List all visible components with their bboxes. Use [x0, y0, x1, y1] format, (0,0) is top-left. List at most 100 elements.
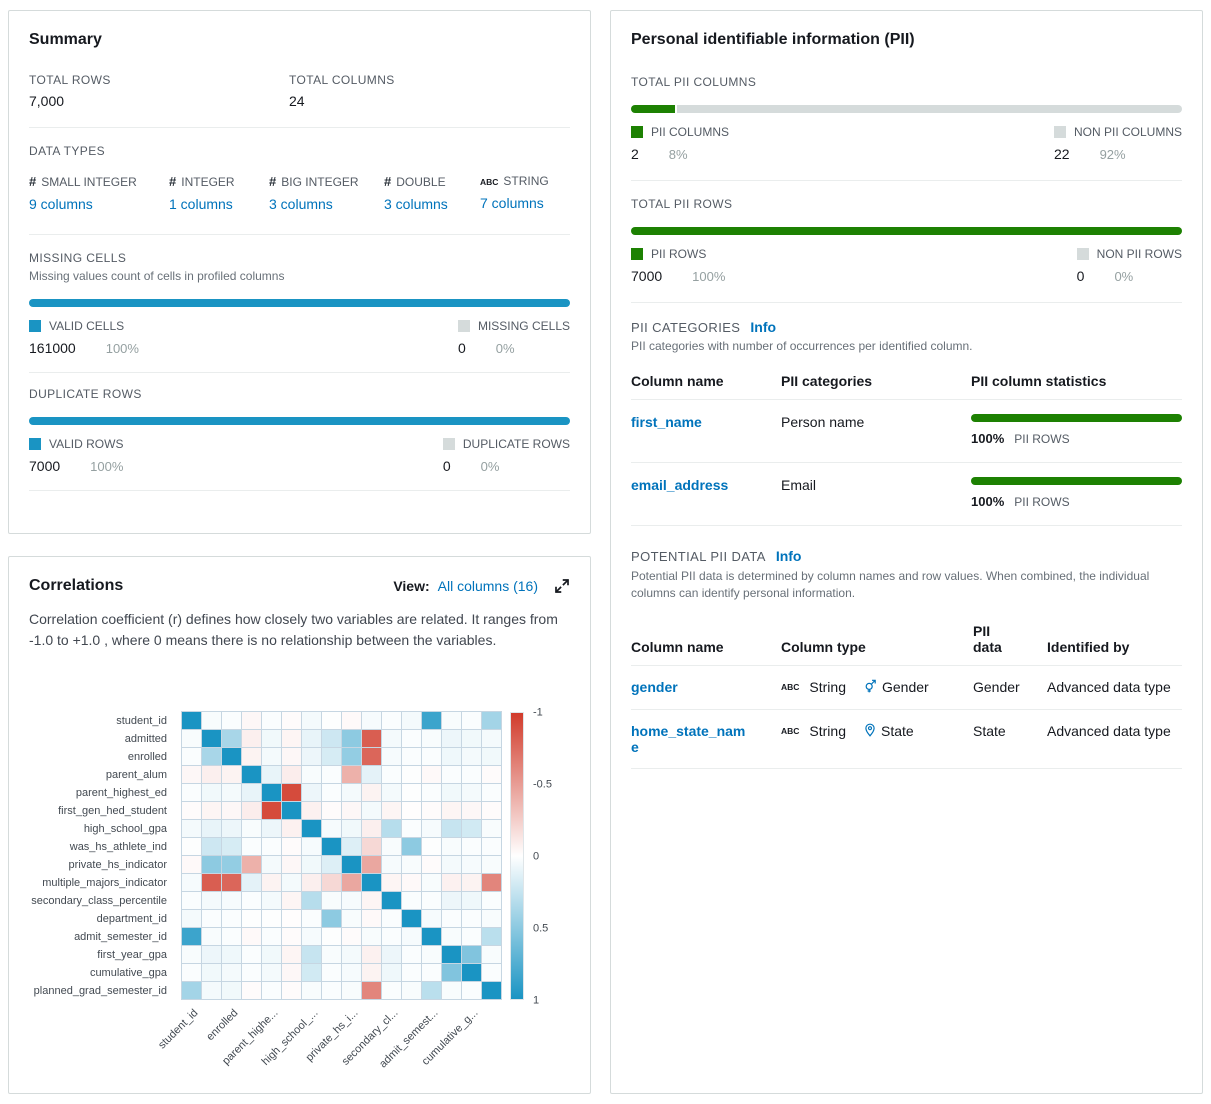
heatmap-cell [482, 802, 501, 819]
data-type-columns-link[interactable]: 3 columns [269, 196, 333, 212]
heatmap-cell [222, 802, 241, 819]
missing-cells-legend-label: MISSING CELLS [477, 319, 570, 333]
divider [631, 180, 1182, 181]
heatmap-cell [422, 802, 441, 819]
heatmap-cell [402, 982, 421, 999]
data-type-columns-link[interactable]: 3 columns [384, 196, 448, 212]
duplicate-rows-label: DUPLICATE ROWS [29, 387, 142, 401]
heatmap-cell [282, 838, 301, 855]
heatmap-cell [282, 982, 301, 999]
heatmap-cell [362, 982, 381, 999]
data-type-columns-link[interactable]: 7 columns [480, 195, 544, 211]
all-columns-link[interactable]: All columns (16) [437, 578, 538, 594]
non-pii-columns-swatch-icon [1053, 126, 1066, 138]
heatmap-cell [222, 838, 241, 855]
total-rows-label: TOTAL ROWS [29, 73, 111, 87]
bar-segment-filled [29, 417, 570, 425]
data-type-columns-link[interactable]: 9 columns [29, 196, 93, 212]
data-type-name: STRING [503, 174, 549, 188]
heatmap-cell [322, 892, 341, 909]
heatmap-cell [442, 982, 461, 999]
heatmap-cell [342, 730, 361, 747]
heatmap-cell [282, 892, 301, 909]
data-type-double: # DOUBLE 3 columns [384, 174, 480, 212]
column-name-link[interactable]: gender [631, 678, 678, 695]
heatmap-cell [462, 748, 481, 765]
pii-column-statistics: 100% PII ROWS [971, 414, 1182, 446]
data-type-name: BIG INTEGER [281, 175, 359, 189]
table-row: gender ABC String Gender Gender Advanced … [631, 666, 1182, 710]
pii-columns-label: PII COLUMNS [651, 125, 730, 139]
heatmap-cell [482, 856, 501, 873]
bar-segment-filled [29, 299, 570, 307]
heatmap-cell [202, 784, 221, 801]
heatmap-cell [342, 838, 361, 855]
heatmap-cell [482, 946, 501, 963]
heatmap-cell [402, 730, 421, 747]
colorbar-tick: 0.5 [533, 922, 549, 935]
heatmap-cell [242, 982, 261, 999]
heatmap-cell [482, 910, 501, 927]
heatmap-cell [342, 784, 361, 801]
pii-categories-table-header: Column name PII categories PII column st… [631, 367, 1182, 400]
correlation-heatmap: student_id admitted enrolled parent_alum par… [29, 707, 574, 1091]
heatmap-cell [222, 946, 241, 963]
data-types-label: DATA TYPES [29, 144, 106, 158]
column-subtype-value: State [881, 723, 914, 740]
heatmap-cell [302, 856, 321, 873]
total-columns: TOTAL COLUMNS 24 [289, 73, 549, 109]
heatmap-cell [302, 982, 321, 999]
column-name-link[interactable]: first_name [631, 414, 702, 430]
heatmap-cell [362, 820, 381, 837]
heatmap-row-label: cumulative_gpa [89, 967, 167, 979]
heatmap-cell [202, 874, 221, 891]
heatmap-cell [222, 784, 241, 801]
heatmap-row-label: parent_alum [105, 769, 167, 781]
heatmap-colorbar [510, 712, 524, 1000]
total-columns-value: 24 [289, 93, 305, 109]
bar-gap [675, 105, 678, 113]
non-pii-rows-pct: 0% [1114, 269, 1134, 284]
heatmap-cell [242, 766, 261, 783]
heatmap-cell [282, 856, 301, 873]
correlations-panel: Correlations View: All columns (16) Corr… [8, 556, 591, 1094]
heatmap-cell [322, 928, 341, 945]
view-label: View: [393, 578, 430, 594]
heatmap-cell [322, 766, 341, 783]
heatmap-cell [402, 910, 421, 927]
stat-bar [971, 477, 1182, 485]
data-type-head: # DOUBLE [384, 174, 480, 189]
colorbar-tick: -0.5 [533, 778, 552, 791]
heatmap-cell [402, 712, 421, 729]
heatmap-cell [182, 730, 201, 747]
heatmap-cell [462, 712, 481, 729]
stat-label: PII ROWS [1014, 495, 1070, 509]
colorbar-tick: 0 [533, 850, 540, 863]
expand-icon[interactable] [554, 578, 570, 594]
heatmap-cell [222, 910, 241, 927]
pii-category-value: Email [781, 477, 817, 493]
heatmap-cell [322, 964, 341, 981]
column-name-link[interactable]: home_state_name [631, 722, 746, 755]
heatmap-cell [282, 784, 301, 801]
heatmap-cell [242, 802, 261, 819]
column-name-link[interactable]: email_address [631, 477, 729, 493]
pii-categories-info-link[interactable]: Info [750, 319, 777, 335]
correlations-description: Correlation coefficient (r) defines how … [29, 611, 558, 648]
potential-pii-table: Column name Column type PII data Identif… [631, 617, 1182, 769]
heatmap-cell [402, 892, 421, 909]
heatmap-cell [322, 820, 341, 837]
heatmap-cell [482, 964, 501, 981]
potential-pii-info-link[interactable]: Info [775, 548, 802, 564]
total-pii-rows-label: TOTAL PII ROWS [631, 197, 733, 211]
heatmap-cell [342, 712, 361, 729]
heatmap-cell [442, 910, 461, 927]
heatmap-cell [182, 712, 201, 729]
heatmap-cell [422, 910, 441, 927]
data-type-columns-link[interactable]: 1 columns [169, 196, 233, 212]
heatmap-cell [342, 928, 361, 945]
stat-pct: 100% [971, 494, 1005, 509]
heatmap-cell [422, 982, 441, 999]
column-type-value: String [809, 723, 846, 740]
heatmap-cell [422, 838, 441, 855]
